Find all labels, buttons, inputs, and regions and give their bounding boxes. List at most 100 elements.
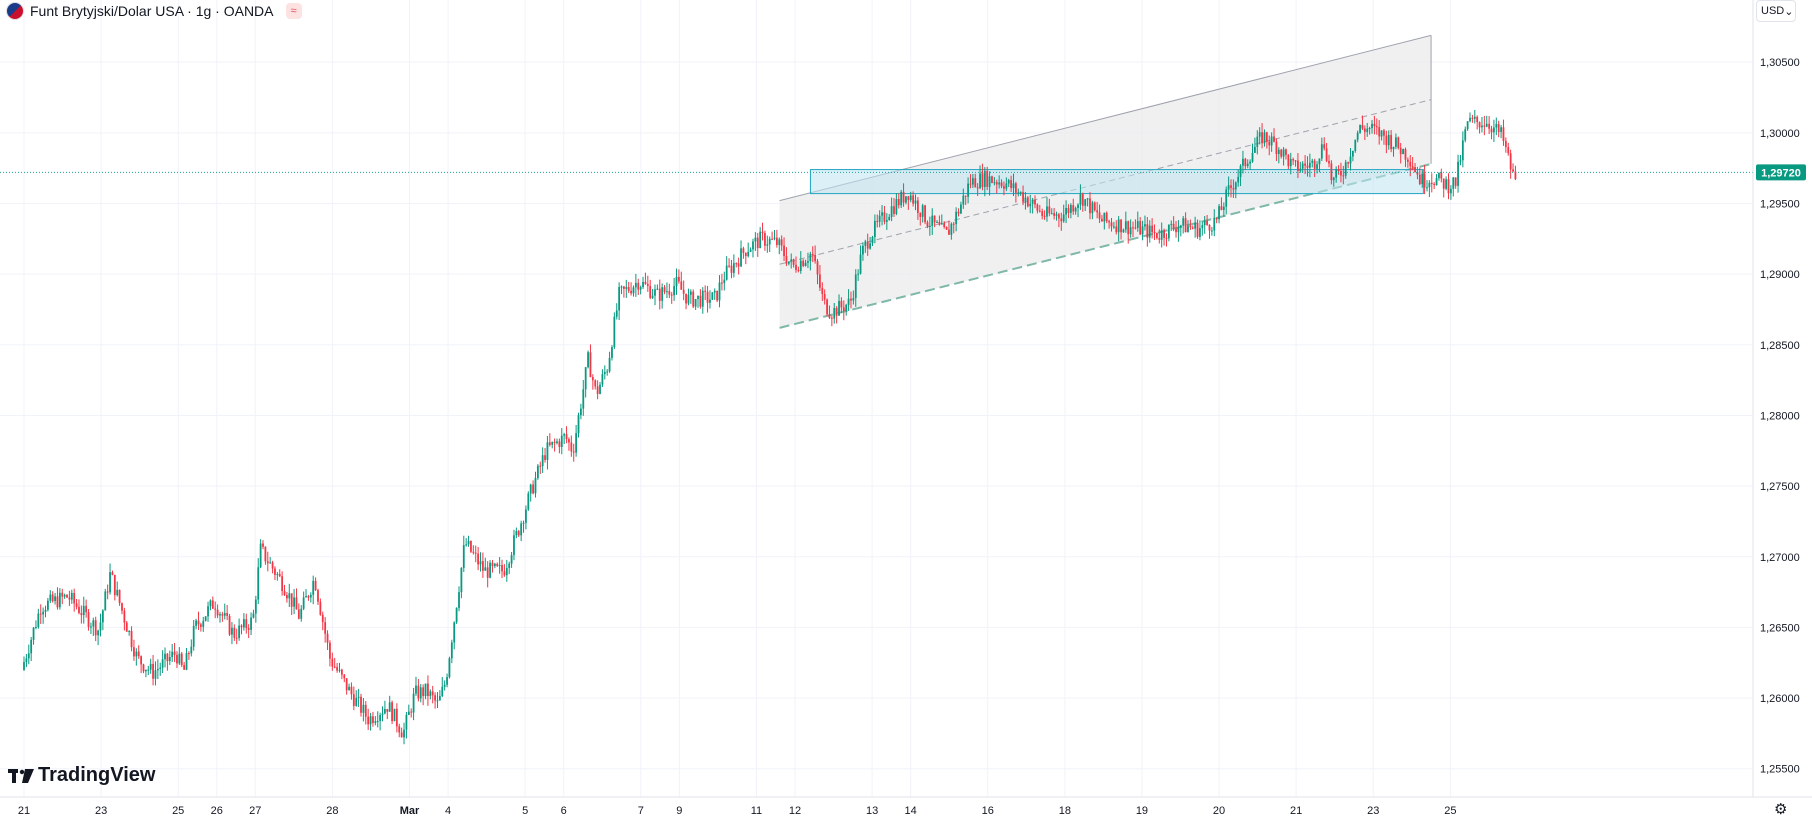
candle-body <box>352 694 355 706</box>
candle-body <box>1442 178 1445 189</box>
candle-body <box>599 384 601 394</box>
candle-body <box>589 352 592 378</box>
candle-body <box>563 434 566 436</box>
candle-body <box>1187 226 1189 233</box>
candle-body <box>661 287 664 301</box>
candle-body <box>489 562 491 578</box>
candle-body <box>704 290 707 292</box>
candle-body <box>716 290 719 301</box>
candle-body <box>32 627 35 640</box>
candle-body <box>104 591 107 611</box>
candle-body <box>317 590 319 602</box>
candle-body <box>706 291 709 303</box>
candle-body <box>1273 136 1275 142</box>
candle-body <box>1242 158 1244 166</box>
candle-body <box>845 304 848 312</box>
last-price-line: 1,29720 <box>0 164 1806 181</box>
candle-body <box>520 523 523 536</box>
candle-body <box>979 173 981 189</box>
candle-body <box>44 609 47 612</box>
candle-body <box>269 562 272 564</box>
candle-body <box>1514 171 1517 180</box>
candle-body <box>701 290 704 307</box>
candle-body <box>106 591 109 593</box>
candle-body <box>666 291 668 293</box>
candle-body <box>403 729 405 738</box>
time-axis[interactable]: 21 23 25 26 27 28 Mar 4 5 6 7 9 11 12 13 14 16 18 19 20 21 23… <box>0 796 1812 817</box>
candle-body <box>123 610 126 623</box>
x-tick-label: 12 <box>789 805 801 817</box>
candle-body <box>254 599 257 614</box>
candle-body <box>1340 170 1342 176</box>
candle-body <box>1072 205 1075 212</box>
candle-body <box>1428 182 1431 188</box>
candle-body <box>1120 219 1122 233</box>
candle-body <box>257 567 260 600</box>
candle-body <box>529 484 532 494</box>
candle-body <box>957 211 960 214</box>
candle-body <box>912 195 915 204</box>
candle-body <box>888 216 891 221</box>
candle-body <box>1435 178 1438 186</box>
candle-body <box>39 613 42 615</box>
candle-body <box>1194 222 1197 229</box>
candle-body <box>154 670 157 679</box>
candle-body <box>1019 192 1022 194</box>
tradingview-icon <box>8 768 34 783</box>
candle-body <box>1378 127 1381 137</box>
candle-body <box>1359 125 1361 133</box>
candle-body <box>804 262 807 266</box>
candle-body <box>1509 153 1512 170</box>
candle-body <box>952 223 955 225</box>
candle-body <box>649 285 652 298</box>
candle-body <box>42 611 45 615</box>
candle-body <box>199 624 202 627</box>
candle-body <box>864 241 867 246</box>
candle-body <box>1246 163 1249 167</box>
candle-body <box>1473 116 1476 119</box>
candle-body <box>1244 158 1247 167</box>
candle-body <box>1048 206 1051 214</box>
candle-body <box>1411 166 1414 168</box>
candle-body <box>293 597 295 607</box>
y-tick-label: 1,28500 <box>1760 340 1800 352</box>
candle-body <box>1105 212 1108 222</box>
brand-text: TradingView <box>38 764 156 786</box>
candle-body <box>1301 163 1304 169</box>
candle-body <box>195 620 197 626</box>
candle-body <box>63 594 66 597</box>
candle-body <box>1297 160 1299 171</box>
wave-icon[interactable]: ≈ <box>285 3 302 19</box>
candle-body <box>336 667 339 671</box>
price-axis[interactable]: 1,30500 1,30000 1,29500 1,29000 1,28500 1,280… <box>1752 0 1800 797</box>
candle-body <box>601 374 604 385</box>
candle-body <box>1289 159 1292 167</box>
candle-body <box>1160 230 1163 240</box>
candle-body <box>740 248 742 267</box>
candle-body <box>462 545 465 568</box>
symbol-header[interactable]: Funt Brytyjski/Dolar USA · 1g · OANDA ≈ <box>6 2 302 20</box>
candle-body <box>121 603 123 611</box>
candle-body <box>240 625 243 628</box>
settings-gear-icon[interactable]: ⚙ <box>1774 801 1788 818</box>
candle-body <box>646 283 649 286</box>
candle-body <box>1356 132 1359 140</box>
candle-body <box>938 222 941 225</box>
candle-body <box>491 562 494 567</box>
last-price-badge <box>1756 164 1806 181</box>
candle-body <box>1497 124 1500 133</box>
candle-body <box>1440 172 1443 179</box>
candle-body <box>876 220 879 222</box>
candle-body <box>780 239 783 246</box>
candle-body <box>496 563 499 566</box>
candle-body <box>766 244 769 246</box>
candle-body <box>613 316 616 348</box>
candle-body <box>759 231 762 249</box>
currency-selector[interactable]: USD ⌄ <box>1756 0 1796 22</box>
candle-body <box>1117 219 1120 233</box>
candle-body <box>207 606 209 617</box>
candle-body <box>422 687 425 697</box>
candle-body <box>830 317 833 319</box>
candle-body <box>343 674 346 679</box>
